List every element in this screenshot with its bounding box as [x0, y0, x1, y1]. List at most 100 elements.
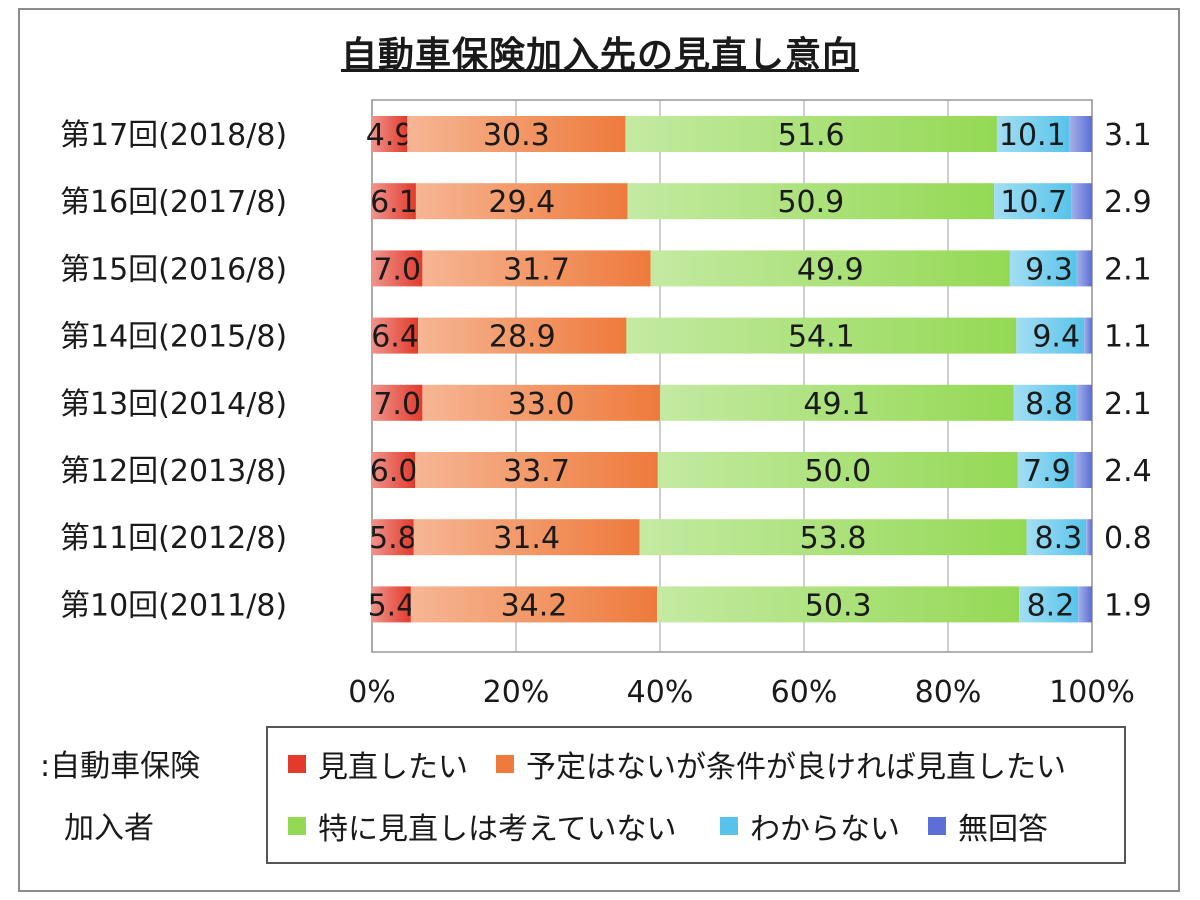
data-label: 51.6: [778, 118, 845, 153]
x-tick-label: 60%: [771, 675, 838, 710]
data-label: 6.1: [370, 185, 418, 220]
bar-segment: [410, 586, 658, 623]
bar-segment: [660, 384, 1014, 421]
data-label: 9.3: [1025, 252, 1073, 287]
bar-segment: [1017, 452, 1075, 488]
bar-segment: [372, 116, 408, 152]
bar-segment: [627, 183, 995, 220]
data-label: 4.9: [366, 118, 414, 153]
x-tick-label: 0%: [348, 675, 396, 710]
data-label: 49.9: [797, 252, 864, 287]
data-label: 6.4: [371, 320, 419, 355]
legend-item-5: 無回答: [928, 804, 1048, 848]
bar-segment: [657, 452, 1018, 488]
bar-segment: [372, 250, 423, 287]
data-label: 34.2: [501, 588, 568, 623]
category-label: 第12回(2013/8): [60, 454, 287, 489]
x-tick-label: 20%: [483, 675, 550, 710]
data-label: 8.3: [1035, 521, 1083, 556]
legend-swatch-1: [288, 755, 306, 773]
data-label: 50.3: [805, 588, 872, 623]
data-label: 5.4: [368, 588, 416, 623]
bar-segment: [372, 317, 419, 354]
stacked-bar-chart: 第17回(2018/8) 4.9 30.3 51.6 10.1 3.1 第16回(2017/…: [60, 99, 1152, 710]
bar-segment: [372, 384, 423, 421]
data-label: 8.8: [1025, 387, 1073, 422]
data-label: 29.4: [488, 185, 555, 220]
data-label: 31.4: [493, 521, 560, 556]
bar-segment: [639, 519, 1027, 556]
category-label: 第17回(2018/8): [60, 118, 287, 153]
bar-segment: [1078, 586, 1092, 623]
bar-segment: [650, 250, 1010, 287]
bar-segment: [1076, 384, 1092, 421]
data-label: 53.8: [800, 521, 867, 556]
legend-label-4: わからない: [750, 812, 900, 847]
bar-segment: [1086, 519, 1092, 556]
bar-segment: [422, 384, 660, 421]
bar-segment: [626, 317, 1017, 354]
bar-segment: [415, 183, 628, 220]
chart-legend: 見直したい 予定はないが条件が良ければ見直したい 特に見直しは考えていない わか…: [266, 726, 1126, 864]
data-label: 9.4: [1032, 320, 1080, 355]
data-label: 0.8: [1104, 521, 1152, 556]
chart-title: 自動車保険加入先の見直し意向: [340, 35, 859, 76]
bar-segment: [996, 116, 1070, 152]
data-label: 54.1: [788, 320, 855, 355]
data-label: 2.9: [1104, 185, 1152, 220]
bar-segment: [422, 250, 651, 287]
bar-segment: [1009, 250, 1077, 287]
category-label: 第16回(2017/8): [60, 185, 287, 220]
bar-segment: [372, 183, 416, 220]
bar-segment: [1069, 116, 1092, 152]
data-label: 10.7: [1000, 185, 1067, 220]
legend-label-3: 特に見直しは考えていない: [318, 812, 677, 847]
bar-segment: [1019, 586, 1079, 623]
x-tick-label: 80%: [915, 675, 982, 710]
bar-segment: [372, 586, 411, 623]
bar-segment: [413, 519, 640, 556]
bar-segment: [372, 452, 416, 488]
legend-label-2: 予定はないが条件が良ければ見直したい: [526, 750, 1066, 785]
bar-segment: [1071, 183, 1092, 220]
plot-area-border: [371, 99, 1093, 653]
category-label: 第14回(2015/8): [60, 320, 287, 355]
legend-label-5: 無回答: [958, 812, 1048, 847]
x-tick-label: 100%: [1049, 675, 1135, 710]
data-label: 50.0: [804, 454, 871, 489]
legend-label-1: 見直したい: [318, 750, 468, 785]
note-line-1: :自動車保険: [40, 749, 201, 784]
data-label: 33.7: [503, 454, 570, 489]
legend-swatch-4: [720, 817, 738, 835]
data-label: 7.0: [373, 252, 421, 287]
data-label: 10.1: [999, 118, 1066, 153]
data-label: 1.1: [1104, 320, 1152, 355]
data-label: 7.0: [373, 387, 421, 422]
respondent-note: :自動車保険 加入者: [40, 736, 200, 860]
bar-segment: [994, 183, 1072, 220]
bar-segment: [1074, 452, 1092, 488]
bar-segment: [657, 586, 1020, 623]
data-label: 1.9: [1104, 588, 1152, 623]
data-label: 2.1: [1104, 387, 1152, 422]
category-label: 第11回(2012/8): [60, 521, 287, 556]
data-label: 31.7: [503, 252, 570, 287]
data-label: 3.1: [1104, 118, 1152, 153]
bar-segment: [418, 317, 627, 354]
category-label: 第10回(2011/8): [60, 588, 287, 623]
bar-segment: [1076, 250, 1092, 287]
category-label: 第15回(2016/8): [60, 252, 287, 287]
bar-segment: [1013, 384, 1077, 421]
legend-item-4: わからない: [720, 804, 900, 848]
legend-item-3: 特に見直しは考えていない: [288, 804, 677, 848]
legend-swatch-5: [928, 817, 946, 835]
bar-segment: [625, 116, 997, 152]
legend-swatch-3: [288, 817, 306, 835]
data-label: 2.4: [1104, 454, 1152, 489]
legend-swatch-2: [496, 755, 514, 773]
data-label: 30.3: [483, 118, 550, 153]
data-label: 2.1: [1104, 252, 1152, 287]
bar-segment: [1016, 317, 1085, 354]
legend-item-2: 予定はないが条件が良ければ見直したい: [496, 742, 1066, 786]
data-label: 7.9: [1023, 454, 1071, 489]
